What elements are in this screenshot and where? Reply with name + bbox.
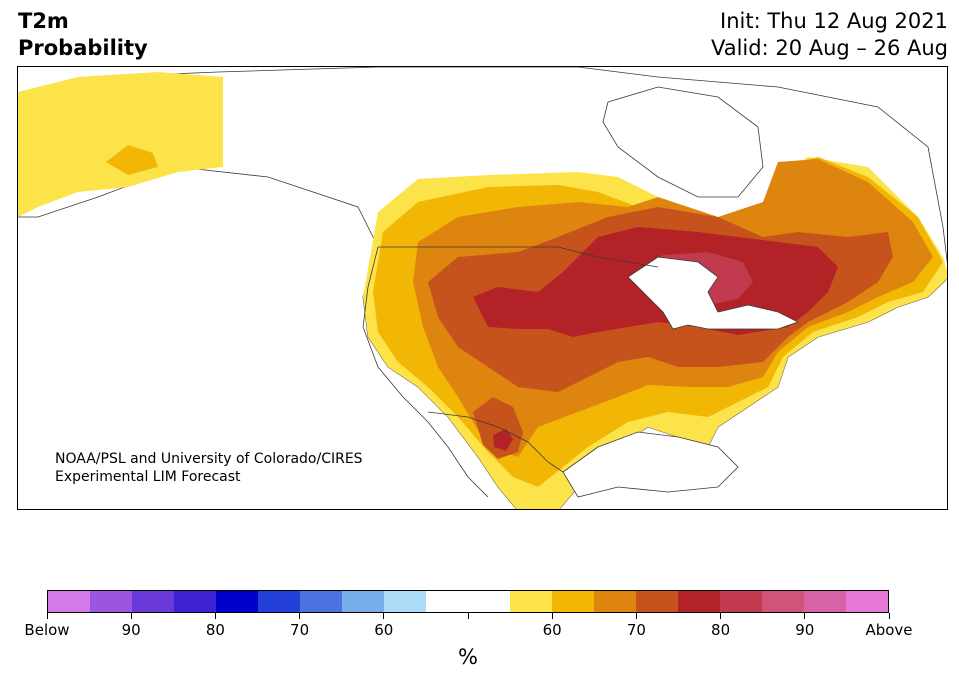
alaska-inner-white bbox=[223, 89, 258, 162]
forecast-map-svg bbox=[18, 67, 947, 509]
credit-line-1: NOAA/PSL and University of Colorado/CIRE… bbox=[55, 451, 363, 467]
gulf-of-mexico bbox=[562, 431, 739, 498]
us-canada-border bbox=[378, 246, 659, 268]
colorbar-tick-label: 60 bbox=[374, 621, 394, 639]
colorbar-tick bbox=[551, 613, 553, 619]
colorbar-swatch bbox=[48, 591, 90, 612]
colorbar-swatch bbox=[342, 591, 384, 612]
colorbar-swatch bbox=[174, 591, 216, 612]
mexico-above-75 bbox=[473, 397, 523, 459]
colorbar-tick-label: 60 bbox=[542, 621, 562, 639]
colorbar-swatch bbox=[762, 591, 804, 612]
colorbar-tick bbox=[214, 613, 216, 619]
colorbar-swatch bbox=[804, 591, 846, 612]
colorbar-swatch bbox=[300, 591, 342, 612]
colorbar-tick bbox=[804, 613, 806, 619]
colorbar-tick bbox=[720, 613, 722, 619]
variable-type: Probability bbox=[18, 36, 148, 60]
colorbar-swatch bbox=[132, 591, 174, 612]
map-title: T2m Probability bbox=[18, 8, 148, 62]
colorbar-tick-label: 70 bbox=[290, 621, 310, 639]
great-lakes bbox=[627, 256, 800, 330]
colorbar-tick bbox=[130, 613, 132, 619]
colorbar bbox=[47, 590, 889, 613]
variable-name: T2m bbox=[18, 9, 69, 33]
us-mexico-border bbox=[427, 411, 564, 473]
valid-date: Valid: 20 Aug – 26 Aug bbox=[710, 36, 948, 60]
colorbar-tick-label: 70 bbox=[626, 621, 646, 639]
alaska-above-55 bbox=[18, 72, 223, 217]
alaska-above-60 bbox=[106, 145, 158, 175]
pacific-coast bbox=[362, 246, 489, 498]
colorbar-swatch bbox=[90, 591, 132, 612]
init-date: Init: Thu 12 Aug 2021 bbox=[720, 9, 948, 33]
colorbar-swatch bbox=[426, 591, 468, 612]
credit-text: NOAA/PSL and University of Colorado/CIRE… bbox=[55, 450, 363, 486]
forecast-dates: Init: Thu 12 Aug 2021 Valid: 20 Aug – 26… bbox=[711, 8, 948, 62]
colorbar-tick bbox=[299, 613, 301, 619]
colorbar-tick bbox=[383, 613, 385, 619]
colorbar-tick bbox=[46, 613, 48, 619]
colorbar-swatch bbox=[510, 591, 552, 612]
forecast-map bbox=[17, 66, 948, 510]
colorbar-tick-label: 80 bbox=[205, 621, 225, 639]
hudson-bay bbox=[602, 86, 764, 198]
colorbar-unit: % bbox=[458, 645, 478, 669]
colorbar-swatch bbox=[846, 591, 888, 612]
colorbar-swatch bbox=[384, 591, 426, 612]
colorbar-swatch bbox=[720, 591, 762, 612]
colorbar-swatch bbox=[636, 591, 678, 612]
colorbar-swatch bbox=[552, 591, 594, 612]
colorbar-tick-label: Above bbox=[865, 621, 913, 639]
mexico-above-80 bbox=[493, 429, 513, 451]
colorbar-tick bbox=[888, 613, 890, 619]
colorbar-tick-label: 90 bbox=[121, 621, 141, 639]
colorbar-tick bbox=[635, 613, 637, 619]
colorbar-swatch bbox=[216, 591, 258, 612]
colorbar-swatch bbox=[468, 591, 510, 612]
colorbar-tick-label: 90 bbox=[795, 621, 815, 639]
colorbar-swatch bbox=[678, 591, 720, 612]
colorbar-swatch bbox=[258, 591, 300, 612]
colorbar-tick-label: 80 bbox=[711, 621, 731, 639]
colorbar-tick-label: Below bbox=[24, 621, 70, 639]
credit-line-2: Experimental LIM Forecast bbox=[55, 469, 241, 485]
colorbar-swatch bbox=[594, 591, 636, 612]
colorbar-tick bbox=[467, 613, 469, 619]
